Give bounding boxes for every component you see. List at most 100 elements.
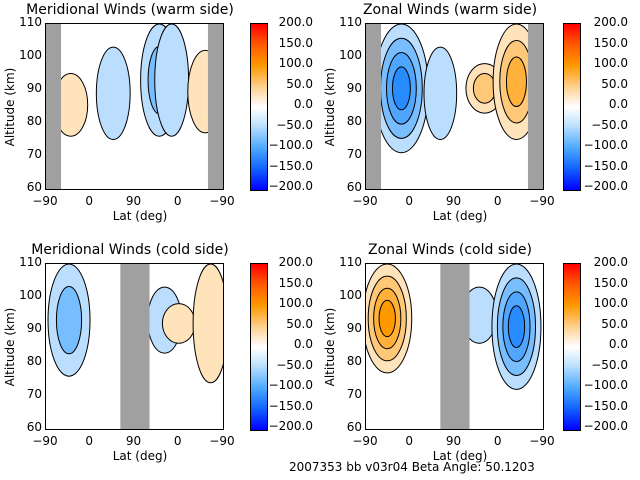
plot-area — [45, 263, 224, 430]
colorbar-tick-label: −150.0 — [583, 158, 628, 173]
x-axis-label: Lat (deg) — [432, 209, 488, 223]
colorbar-tick-label: 50.0 — [286, 76, 313, 91]
x-tick-label: −90 — [352, 194, 378, 208]
contour-region — [423, 46, 458, 141]
contour-region — [505, 56, 527, 107]
contour-region — [507, 305, 526, 349]
colorbar-tick-label: 200.0 — [593, 15, 628, 29]
no-data-region — [207, 24, 223, 189]
contour-plot — [366, 264, 542, 429]
colorbar-tick-label: −150.0 — [268, 398, 313, 413]
chart-panel: Meridional Winds (warm side) 60 70 80 90 100 1… — [0, 0, 320, 240]
x-axis-label: Lat (deg) — [112, 209, 168, 223]
chart-title: Meridional Winds (warm side) — [26, 2, 234, 18]
chart-panel: Zonal Winds (warm side) 60 70 80 90 100 110 −90… — [320, 0, 640, 240]
colorbar — [563, 263, 581, 431]
colorbar-tick-label: −100.0 — [268, 378, 313, 392]
y-tick-label: 60 — [26, 180, 42, 194]
colorbar-tick-label: −150.0 — [268, 158, 313, 173]
y-tick-label: 80 — [26, 354, 42, 368]
x-tick-label: 0 — [173, 194, 182, 208]
colorbar — [250, 23, 268, 191]
contour-region — [55, 285, 83, 355]
x-tick-label: 90 — [125, 434, 142, 448]
y-axis-label: Altitude (km) — [3, 67, 17, 147]
colorbar-tick-label: 0.0 — [293, 337, 313, 351]
contour-region — [154, 24, 190, 137]
colorbar-tick-label: −150.0 — [583, 398, 628, 413]
colorbar-tick-label: 150.0 — [278, 35, 313, 50]
colorbar-tick-label: 50.0 — [601, 316, 628, 331]
y-tick-label: 60 — [346, 420, 362, 434]
contour-region — [472, 73, 497, 104]
y-tick-label: 90 — [26, 81, 42, 95]
y-axis-label: Altitude (km) — [323, 307, 337, 387]
y-tick-label: 90 — [346, 81, 362, 95]
y-tick-label: 100 — [19, 288, 42, 302]
colorbar-tick-label: 100.0 — [278, 296, 313, 310]
no-data-region — [366, 24, 382, 189]
chart-panel: Meridional Winds (cold side) 60 70 80 90 100 1… — [0, 240, 320, 480]
colorbar-tick-label: 200.0 — [278, 15, 313, 29]
y-tick-label: 100 — [19, 48, 42, 62]
x-tick-label: 0 — [493, 194, 502, 208]
y-tick-label: 110 — [339, 255, 362, 269]
x-tick-label: −90 — [209, 194, 235, 208]
contour-region — [95, 46, 131, 141]
colorbar-tick-label: −100.0 — [583, 378, 628, 392]
colorbar-tick-label: −50.0 — [591, 117, 628, 132]
colorbar-tick-label: 200.0 — [278, 255, 313, 269]
colorbar-tick-label: 150.0 — [593, 35, 628, 50]
colorbar-tick-label: −100.0 — [583, 138, 628, 152]
colorbar-tick-label: 150.0 — [278, 275, 313, 290]
x-tick-label: 0 — [405, 194, 414, 208]
colorbar — [250, 263, 268, 431]
y-tick-label: 80 — [346, 114, 362, 128]
x-tick-label: 0 — [493, 434, 502, 448]
no-data-region — [46, 24, 62, 189]
x-tick-label: 0 — [85, 194, 94, 208]
colorbar-tick-label: 100.0 — [593, 296, 628, 310]
x-tick-label: −90 — [32, 434, 58, 448]
colorbar-tick-label: −200.0 — [268, 179, 313, 193]
y-axis-label: Altitude (km) — [3, 307, 17, 387]
colorbar-tick-label: 0.0 — [608, 337, 628, 351]
contour-region — [192, 264, 223, 384]
colorbar-tick-label: −50.0 — [276, 117, 313, 132]
colorbar-tick-label: 0.0 — [608, 97, 628, 111]
y-tick-label: 80 — [26, 114, 42, 128]
y-tick-label: 60 — [26, 420, 42, 434]
colorbar-tick-label: 200.0 — [593, 255, 628, 269]
colorbar-tick-label: −50.0 — [276, 357, 313, 372]
x-axis-label: Lat (deg) — [112, 449, 168, 463]
contour-plot — [46, 24, 223, 189]
y-tick-label: 100 — [339, 288, 362, 302]
x-tick-label: 90 — [445, 194, 462, 208]
y-tick-label: 90 — [346, 321, 362, 335]
colorbar-tick-label: −100.0 — [268, 138, 313, 152]
plot-area — [45, 23, 224, 190]
colorbar-tick-label: −200.0 — [268, 419, 313, 433]
contour-region — [161, 303, 196, 344]
plot-area — [365, 23, 544, 190]
no-data-region — [527, 24, 543, 189]
chart-panel: Zonal Winds (cold side) 60 70 80 90 100 110 −90… — [320, 240, 640, 480]
x-tick-label: −90 — [529, 434, 555, 448]
colorbar-tick-label: 100.0 — [593, 56, 628, 70]
contour-region — [391, 66, 411, 111]
x-tick-label: 0 — [405, 434, 414, 448]
y-tick-label: 70 — [26, 387, 42, 401]
y-tick-label: 80 — [346, 354, 362, 368]
x-tick-label: 0 — [85, 434, 94, 448]
y-tick-label: 100 — [339, 48, 362, 62]
colorbar-tick-label: 150.0 — [593, 275, 628, 290]
y-tick-label: 90 — [26, 321, 42, 335]
colorbar-tick-label: 100.0 — [278, 56, 313, 70]
x-tick-label: −90 — [352, 434, 378, 448]
colorbar-tick-label: −200.0 — [583, 419, 628, 433]
y-tick-label: 60 — [346, 180, 362, 194]
x-tick-label: 0 — [173, 434, 182, 448]
colorbar-tick-label: −50.0 — [591, 357, 628, 372]
contour-plot — [47, 264, 223, 429]
x-tick-label: −90 — [529, 194, 555, 208]
